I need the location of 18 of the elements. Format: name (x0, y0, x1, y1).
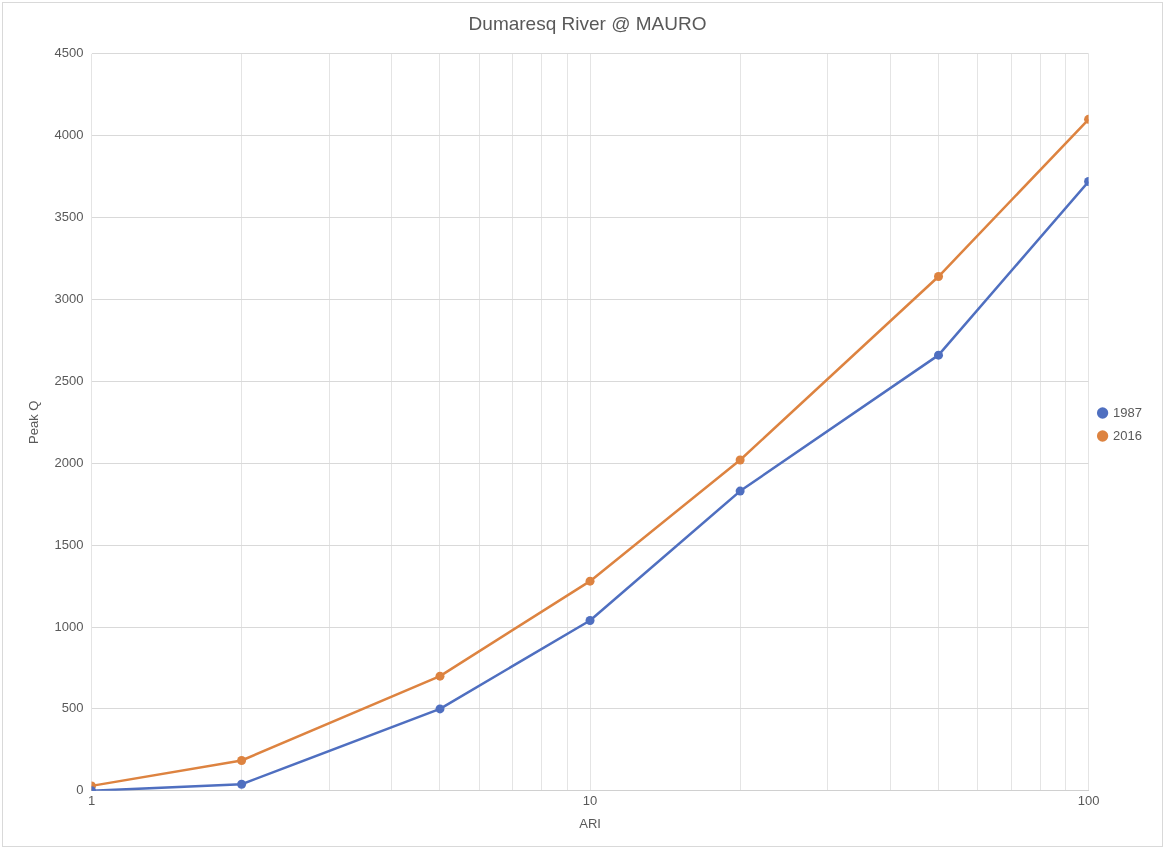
y-tick-label: 4500 (54, 45, 84, 61)
y-tick-label: 1000 (54, 618, 84, 634)
x-tick-label: 1 (87, 793, 96, 809)
chart-title: Dumaresq River @ MAURO (468, 12, 707, 34)
y-tick-label: 0 (76, 782, 84, 798)
legend-label: 2016 (1113, 427, 1142, 443)
y-tick-label: 3000 (54, 291, 84, 307)
y-tick-label: 2000 (54, 454, 84, 470)
x-tick-label: 10 (582, 793, 598, 809)
x-tick-label: 100 (1077, 793, 1100, 809)
legend-label: 1987 (1113, 404, 1142, 420)
y-tick-label: 2500 (54, 372, 84, 388)
y-axis-title: Peak Q (26, 400, 42, 444)
x-axis-title: ARI (579, 815, 601, 831)
y-tick-label: 4000 (54, 127, 84, 143)
y-tick-label: 1500 (54, 536, 84, 552)
y-tick-label: 500 (61, 700, 84, 716)
y-tick-label: 3500 (54, 209, 84, 225)
